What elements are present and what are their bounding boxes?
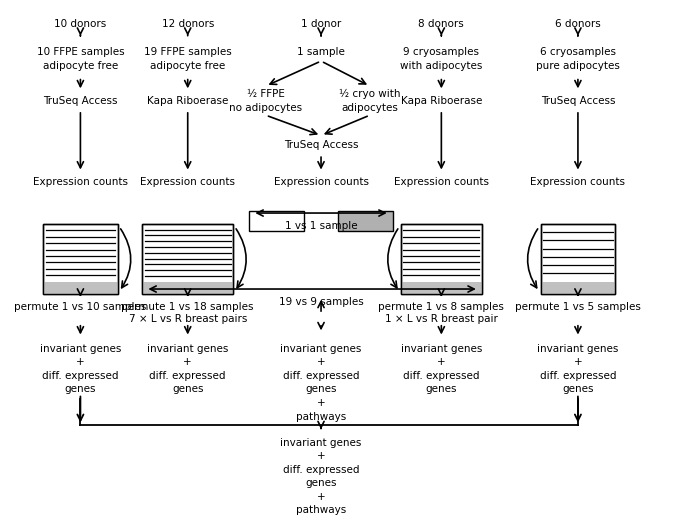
Text: Kapa Riboerase: Kapa Riboerase [401, 96, 482, 106]
Text: adipocyte free: adipocyte free [43, 61, 118, 71]
Text: diff. expressed: diff. expressed [403, 371, 480, 381]
Text: 10 donors: 10 donors [54, 18, 107, 28]
Bar [43, 281, 118, 294]
Text: Expression counts: Expression counts [394, 177, 489, 187]
Bar [43, 224, 118, 294]
Text: +: + [317, 398, 325, 408]
Text: 1 vs 1 sample: 1 vs 1 sample [285, 221, 357, 231]
Bar [249, 211, 304, 231]
Text: with adipocytes: with adipocytes [400, 61, 483, 71]
Text: +: + [76, 357, 85, 367]
Text: pathways: pathways [296, 505, 346, 515]
Text: genes: genes [562, 385, 594, 394]
Text: permute 1 vs 8 samples: permute 1 vs 8 samples [379, 302, 504, 312]
Bar [43, 224, 118, 294]
Bar [401, 224, 482, 294]
Text: TruSeq Access: TruSeq Access [541, 96, 615, 106]
Text: 6 cryosamples: 6 cryosamples [540, 47, 616, 57]
Text: 7 × L vs R breast pairs: 7 × L vs R breast pairs [128, 313, 247, 323]
Text: invariant genes: invariant genes [401, 344, 482, 354]
Text: Expression counts: Expression counts [33, 177, 128, 187]
Text: pathways: pathways [296, 411, 346, 421]
Text: 8 donors: 8 donors [418, 18, 464, 28]
Text: permute 1 vs 5 samples: permute 1 vs 5 samples [515, 302, 641, 312]
Text: +: + [574, 357, 583, 367]
Text: diff. expressed: diff. expressed [42, 371, 119, 381]
Text: TruSeq Access: TruSeq Access [284, 140, 358, 150]
Text: +: + [184, 357, 192, 367]
Text: diff. expressed: diff. expressed [540, 371, 616, 381]
Text: 1 × L vs R breast pair: 1 × L vs R breast pair [385, 313, 497, 323]
Text: ½ cryo with: ½ cryo with [339, 89, 400, 99]
Text: diff. expressed: diff. expressed [149, 371, 226, 381]
Text: permute 1 vs 18 samples: permute 1 vs 18 samples [122, 302, 254, 312]
Text: Kapa Riboerase: Kapa Riboerase [147, 96, 228, 106]
Text: 19 vs 9 samples: 19 vs 9 samples [279, 297, 363, 307]
Text: 1 sample: 1 sample [297, 47, 345, 57]
Text: 6 donors: 6 donors [555, 18, 601, 28]
Text: 1 donor: 1 donor [301, 18, 341, 28]
Text: genes: genes [65, 385, 96, 394]
Text: invariant genes: invariant genes [537, 344, 618, 354]
Bar [338, 211, 393, 231]
Text: +: + [317, 492, 325, 502]
Text: Expression counts: Expression counts [140, 177, 235, 187]
Bar [142, 224, 234, 294]
Bar [401, 224, 482, 294]
Text: adipocyte free: adipocyte free [150, 61, 225, 71]
Text: genes: genes [305, 385, 337, 394]
Text: genes: genes [426, 385, 457, 394]
Text: invariant genes: invariant genes [280, 344, 362, 354]
Text: +: + [317, 451, 325, 461]
Text: 19 FFPE samples: 19 FFPE samples [144, 47, 232, 57]
Bar [541, 281, 616, 294]
Text: Expression counts: Expression counts [273, 177, 369, 187]
Text: 12 donors: 12 donors [161, 18, 214, 28]
Text: ½ FFPE: ½ FFPE [247, 89, 285, 99]
Text: permute 1 vs 10 samples: permute 1 vs 10 samples [14, 302, 146, 312]
Text: pure adipocytes: pure adipocytes [536, 61, 620, 71]
Text: adipocytes: adipocytes [342, 104, 398, 114]
Bar [541, 224, 616, 294]
Text: genes: genes [172, 385, 203, 394]
Text: diff. expressed: diff. expressed [283, 371, 359, 381]
Text: +: + [317, 357, 325, 367]
Text: genes: genes [305, 478, 337, 488]
Text: Expression counts: Expression counts [531, 177, 626, 187]
Text: invariant genes: invariant genes [147, 344, 228, 354]
Text: +: + [437, 357, 446, 367]
Text: TruSeq Access: TruSeq Access [43, 96, 117, 106]
Text: diff. expressed: diff. expressed [283, 464, 359, 474]
Text: 9 cryosamples: 9 cryosamples [404, 47, 479, 57]
Text: invariant genes: invariant genes [280, 438, 362, 448]
Bar [142, 224, 234, 294]
Bar [541, 224, 616, 294]
Bar [142, 281, 234, 294]
Text: invariant genes: invariant genes [40, 344, 121, 354]
Bar [401, 281, 482, 294]
Text: no adipocytes: no adipocytes [230, 104, 302, 114]
Text: 10 FFPE samples: 10 FFPE samples [36, 47, 124, 57]
